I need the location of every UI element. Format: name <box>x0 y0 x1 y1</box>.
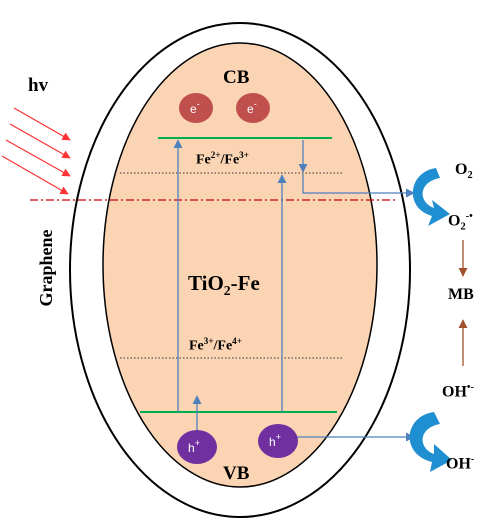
valence-band-label: VB <box>223 463 250 484</box>
oh-oxidation-arrow <box>409 412 452 472</box>
hole-left: h+ <box>177 430 217 464</box>
fe23-level-label: Fe2+/Fe3+ <box>196 150 249 168</box>
svg-text:h+: h+ <box>269 432 281 449</box>
electron-right: e- <box>236 93 270 123</box>
methylene-blue-label: MB <box>448 286 474 303</box>
light-ray <box>13 107 71 141</box>
light-ray <box>9 123 71 159</box>
electron-left: e- <box>179 93 213 123</box>
oxygen-label: O2 <box>455 161 473 182</box>
graphene-label: Graphene <box>36 229 56 307</box>
light-ray <box>1 155 69 195</box>
photon-label: hv <box>28 75 49 96</box>
hydroxide-label: OH- <box>446 454 475 473</box>
svg-text:e-: e- <box>190 99 200 116</box>
electron-transfer-path <box>302 174 415 198</box>
light-rays <box>1 107 71 195</box>
hole-right: h+ <box>258 424 298 458</box>
light-ray <box>5 139 71 177</box>
conduction-band-label: CB <box>223 67 250 88</box>
svg-text:e-: e- <box>247 99 257 116</box>
o2-reduction-arrow <box>412 168 450 226</box>
fe34-level-label: Fe3+/Fe4+ <box>189 336 242 354</box>
superoxide-label: O2-• <box>448 211 473 233</box>
hydroxyl-radical-label: OH•- <box>442 382 474 401</box>
svg-text:h+: h+ <box>188 438 200 455</box>
tio2-fe-particle <box>102 42 378 488</box>
material-label: TiO2-Fe <box>188 271 260 299</box>
